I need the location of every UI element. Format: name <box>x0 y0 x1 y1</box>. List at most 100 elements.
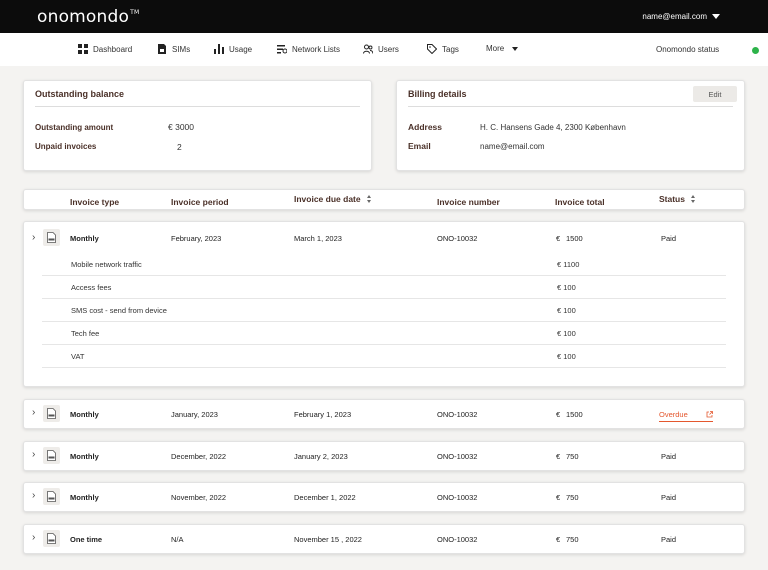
nav-users[interactable]: Users <box>363 44 399 54</box>
nav-more[interactable]: More <box>486 44 519 53</box>
card-title: Billing details <box>408 89 467 99</box>
invoice-row[interactable]: › Monthly December, 2022 January 2, 2023… <box>23 441 745 471</box>
users-icon <box>363 44 373 54</box>
nav-label: Usage <box>229 44 253 54</box>
pdf-icon[interactable] <box>43 488 60 505</box>
sort-icon[interactable] <box>366 195 371 203</box>
nav-usage[interactable]: Usage <box>214 44 252 54</box>
invoice-currency: € <box>556 493 561 502</box>
line-item-label: Mobile network traffic <box>71 260 142 269</box>
pdf-icon[interactable] <box>43 530 60 547</box>
top-bar: onomondoTM name@email.com <box>0 0 768 33</box>
line-item: Tech fee € 100 <box>42 322 726 345</box>
invoice-status: Paid <box>661 452 677 461</box>
email-value: name@email.com <box>480 142 545 151</box>
onomondo-logo[interactable]: onomondoTM <box>37 7 139 27</box>
line-item-amount: € 100 <box>557 306 576 315</box>
line-item: VAT € 100 <box>42 345 726 368</box>
outstanding-balance-card: Outstanding balance Outstanding amount €… <box>23 80 372 171</box>
invoice-row[interactable]: › Monthly November, 2022 December 1, 202… <box>23 482 745 512</box>
status-link[interactable]: Onomondo status <box>656 45 720 54</box>
invoice-row[interactable]: › Monthly January, 2023 February 1, 2023… <box>23 399 745 429</box>
overdue-status-link[interactable]: Overdue <box>659 410 713 422</box>
chevron-right-icon[interactable]: › <box>32 490 36 501</box>
nav-label: Dashboard <box>93 44 133 54</box>
invoice-number: ONO-10032 <box>437 234 478 243</box>
divider <box>35 106 360 107</box>
invoice-total: 1500 <box>566 234 583 243</box>
header-label: Status <box>659 194 685 204</box>
nav-label: More <box>486 44 505 53</box>
header-invoice-number: Invoice number <box>437 197 500 207</box>
pdf-icon[interactable] <box>43 229 60 246</box>
line-item-amount: € 100 <box>557 352 576 361</box>
line-item-label: Access fees <box>71 283 112 292</box>
invoice-number: ONO-10032 <box>437 452 478 461</box>
usage-icon <box>214 44 224 54</box>
line-item-label: Tech fee <box>71 329 100 338</box>
invoice-number: ONO-10032 <box>437 493 478 502</box>
line-item-amount: € 1100 <box>557 260 580 269</box>
unpaid-invoices-label: Unpaid invoices <box>35 142 97 151</box>
invoice-row[interactable]: › One time N/A November 15 , 2022 ONO-10… <box>23 524 745 554</box>
divider <box>408 106 733 107</box>
nav-tags[interactable]: Tags <box>427 44 459 54</box>
pdf-icon[interactable] <box>43 405 60 422</box>
invoice-status: Paid <box>661 535 677 544</box>
header-label: Invoice period <box>171 197 229 207</box>
outstanding-amount-value: € 3000 <box>168 122 194 132</box>
unpaid-invoices-value: 2 <box>177 142 182 152</box>
invoice-status: Paid <box>661 234 677 243</box>
edit-button[interactable]: Edit <box>693 86 737 102</box>
invoice-type: Monthly <box>70 493 99 502</box>
header-label: Invoice due date <box>294 194 361 204</box>
status-indicator <box>752 47 759 54</box>
invoice-total: 750 <box>566 493 579 502</box>
chevron-right-icon[interactable]: › <box>32 449 36 460</box>
dashboard-icon <box>78 44 88 54</box>
invoice-due-date: March 1, 2023 <box>294 234 342 243</box>
invoice-currency: € <box>556 452 561 461</box>
email-label: Email <box>408 141 431 151</box>
sort-icon[interactable] <box>690 195 695 203</box>
header-label: Invoice number <box>437 197 500 207</box>
chevron-right-icon[interactable]: › <box>32 407 36 418</box>
invoice-number: ONO-10032 <box>437 410 478 419</box>
line-item: Mobile network traffic € 1100 <box>42 253 726 276</box>
line-item: Access fees € 100 <box>42 276 726 299</box>
invoice-total: 1500 <box>566 410 583 419</box>
header-status[interactable]: Status <box>659 194 695 204</box>
chevron-right-icon[interactable]: › <box>32 532 36 543</box>
invoice-type: One time <box>70 535 103 544</box>
account-email: name@email.com <box>642 12 707 21</box>
invoice-type: Monthly <box>70 234 99 243</box>
pdf-icon[interactable] <box>43 447 60 464</box>
network-list-icon <box>277 45 287 54</box>
header-invoice-due-date[interactable]: Invoice due date <box>294 194 371 204</box>
invoice-period: December, 2022 <box>171 452 227 461</box>
header-invoice-total: Invoice total <box>555 197 605 207</box>
invoice-currency: € <box>556 234 561 243</box>
line-item-label: VAT <box>71 352 85 361</box>
nav-label: SIMs <box>172 44 191 54</box>
invoice-currency: € <box>556 535 561 544</box>
invoice-type: Monthly <box>70 452 99 461</box>
header-label: Invoice total <box>555 197 605 207</box>
address-label: Address <box>408 122 443 132</box>
invoice-due-date: January 2, 2023 <box>294 452 348 461</box>
invoice-table-header: Invoice type Invoice period Invoice due … <box>23 189 745 210</box>
account-menu[interactable]: name@email.com <box>642 12 720 21</box>
invoice-due-date: November 15 , 2022 <box>294 535 362 544</box>
invoice-total: 750 <box>566 535 579 544</box>
nav-label: Tags <box>442 44 459 54</box>
nav-label: Users <box>378 44 399 54</box>
chevron-down-icon <box>712 14 720 19</box>
invoice-currency: € <box>556 410 561 419</box>
nav-label: Network Lists <box>292 44 341 54</box>
trademark-mark: TM <box>130 9 140 16</box>
nav-dashboard[interactable]: Dashboard <box>78 44 132 54</box>
invoice-status: Paid <box>661 493 677 502</box>
chevron-right-icon[interactable]: › <box>32 232 36 243</box>
nav-sims[interactable]: SIMs <box>157 44 190 54</box>
nav-network-lists[interactable]: Network Lists <box>277 44 340 54</box>
